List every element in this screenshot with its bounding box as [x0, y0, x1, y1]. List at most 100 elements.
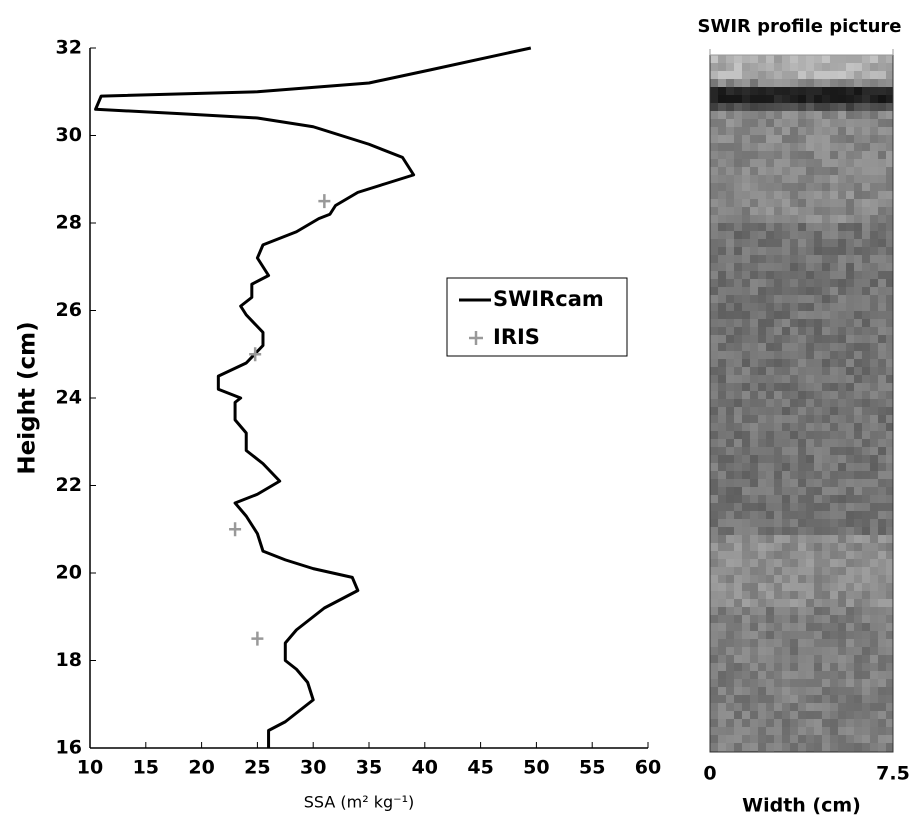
image-pixel: [726, 287, 734, 295]
image-pixel: [774, 383, 782, 391]
image-pixel: [862, 455, 870, 463]
image-pixel: [758, 743, 766, 751]
image-pixel: [774, 335, 782, 343]
image-pixel: [726, 671, 734, 679]
image-pixel: [862, 255, 870, 263]
image-pixel: [782, 687, 790, 695]
image-pixel: [742, 655, 750, 663]
image-pixel: [862, 223, 870, 231]
image-pixel: [742, 567, 750, 575]
image-pixel: [710, 79, 718, 87]
image-pixel: [782, 455, 790, 463]
image-pixel: [814, 679, 822, 687]
image-pixel: [814, 303, 822, 311]
image-pixel: [750, 623, 758, 631]
image-pixel: [742, 719, 750, 727]
image-pixel: [846, 599, 854, 607]
image-pixel: [886, 175, 893, 183]
image-pixel: [862, 239, 870, 247]
image-pixel: [870, 199, 878, 207]
image-pixel: [726, 255, 734, 263]
image-pixel: [726, 383, 734, 391]
image-pixel: [798, 543, 806, 551]
image-pixel: [814, 215, 822, 223]
image-pixel: [742, 231, 750, 239]
image-pixel: [822, 703, 830, 711]
image-pixel: [790, 359, 798, 367]
image-pixel: [758, 71, 766, 79]
image-pixel: [766, 743, 774, 751]
image-pixel: [798, 183, 806, 191]
image-pixel: [734, 623, 742, 631]
image-pixel: [710, 295, 718, 303]
image-pixel: [726, 615, 734, 623]
image-pixel: [814, 351, 822, 359]
image-pixel: [838, 335, 846, 343]
image-pixel: [878, 351, 886, 359]
image-pixel: [710, 687, 718, 695]
image-pixel: [854, 151, 862, 159]
image-pixel: [798, 103, 806, 111]
image-pixel: [790, 543, 798, 551]
image-pixel: [846, 727, 854, 735]
image-pixel: [886, 535, 893, 543]
image-pixel: [790, 423, 798, 431]
image-pixel: [734, 247, 742, 255]
image-pixel: [798, 55, 806, 63]
image-pixel: [854, 575, 862, 583]
image-pixel: [846, 167, 854, 175]
image-pixel: [846, 639, 854, 647]
image-pixel: [806, 311, 814, 319]
image-pixel: [734, 167, 742, 175]
image-pixel: [718, 263, 726, 271]
image-pixel: [742, 679, 750, 687]
image-pixel: [854, 71, 862, 79]
image-pixel: [822, 215, 830, 223]
image-pixel: [806, 71, 814, 79]
image-pixel: [726, 591, 734, 599]
image-pixel: [726, 423, 734, 431]
image-pixel: [886, 663, 893, 671]
image-pixel: [798, 71, 806, 79]
image-pixel: [854, 127, 862, 135]
image-pixel: [734, 527, 742, 535]
image-pixel: [822, 431, 830, 439]
image-pixel: [846, 591, 854, 599]
image-pixel: [870, 79, 878, 87]
image-pixel: [878, 295, 886, 303]
image-pixel: [718, 175, 726, 183]
image-pixel: [862, 135, 870, 143]
image-pixel: [718, 487, 726, 495]
image-pixel: [718, 167, 726, 175]
image-pixel: [782, 583, 790, 591]
image-pixel: [758, 631, 766, 639]
image-pixel: [758, 151, 766, 159]
image-pixel: [782, 639, 790, 647]
image-pixel: [766, 639, 774, 647]
image-pixel: [734, 383, 742, 391]
image-pixel: [766, 127, 774, 135]
image-pixel: [734, 351, 742, 359]
image-pixel: [790, 375, 798, 383]
image-pixel: [718, 727, 726, 735]
image-pixel: [862, 551, 870, 559]
image-pixel: [782, 527, 790, 535]
image-pixel: [734, 95, 742, 103]
image-pixel: [846, 743, 854, 751]
image-pixel: [742, 335, 750, 343]
image-pixel: [774, 423, 782, 431]
image-pixel: [798, 175, 806, 183]
image-pixel: [718, 79, 726, 87]
image-pixel: [870, 151, 878, 159]
image-pixel: [886, 367, 893, 375]
image-pixel: [734, 479, 742, 487]
image-pixel: [710, 511, 718, 519]
y-tick-label: 24: [56, 387, 82, 409]
image-pixel: [782, 535, 790, 543]
image-pixel: [718, 591, 726, 599]
image-pixel: [718, 247, 726, 255]
image-pixel: [790, 159, 798, 167]
image-pixel: [782, 703, 790, 711]
image-pixel: [878, 655, 886, 663]
image-pixel: [750, 247, 758, 255]
